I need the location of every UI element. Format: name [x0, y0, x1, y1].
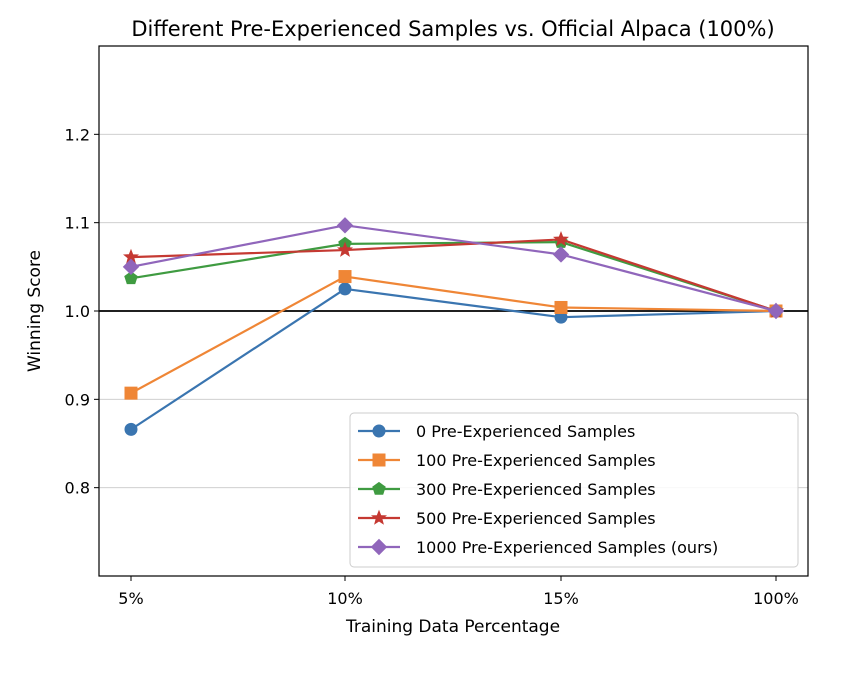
- series-group: [122, 217, 785, 436]
- series-0: [124, 282, 783, 436]
- legend-label: 300 Pre-Experienced Samples: [416, 480, 656, 499]
- square-marker: [554, 300, 568, 314]
- x-tick-label: 5%: [118, 589, 143, 608]
- star-marker: [337, 241, 353, 257]
- circle-marker: [124, 422, 138, 436]
- series-line: [130, 241, 777, 313]
- x-tick-label: 10%: [327, 589, 363, 608]
- y-tick-label: 0.8: [65, 479, 90, 498]
- circle-marker: [372, 424, 386, 438]
- legend-label: 500 Pre-Experienced Samples: [416, 509, 656, 528]
- legend-box: [349, 412, 799, 568]
- star-marker: [371, 509, 387, 525]
- legend-label: 0 Pre-Experienced Samples: [416, 422, 635, 441]
- y-tick-label: 1.2: [65, 125, 90, 144]
- series-line: [130, 275, 777, 395]
- pentagon-marker: [124, 271, 138, 285]
- legend-label: 1000 Pre-Experienced Samples (ours): [416, 538, 718, 557]
- y-tick-label: 1.0: [65, 302, 90, 321]
- diamond-marker: [370, 538, 388, 556]
- series-1: [124, 270, 783, 400]
- series-line: [130, 224, 777, 313]
- chart-title: Different Pre-Experienced Samples vs. Of…: [131, 17, 774, 41]
- diamond-marker: [122, 258, 140, 276]
- square-marker: [372, 453, 386, 467]
- diamond-marker: [336, 217, 354, 234]
- star-marker: [553, 231, 569, 247]
- y-axis-label: Winning Score: [25, 250, 45, 372]
- legend-label: 100 Pre-Experienced Samples: [416, 451, 656, 470]
- series-4: [122, 217, 785, 320]
- legend: 0 Pre-Experienced Samples 100 Pre-Experie…: [349, 412, 799, 568]
- square-marker: [338, 270, 352, 284]
- pentagon-marker: [372, 481, 386, 495]
- square-marker: [124, 386, 138, 400]
- series-line: [130, 238, 777, 313]
- x-tick-label: 100%: [753, 589, 799, 608]
- x-axis-label: Training Data Percentage: [345, 617, 560, 637]
- diamond-marker: [552, 246, 570, 263]
- y-tick-label: 1.1: [65, 214, 90, 233]
- series-line: [130, 287, 777, 431]
- axes-ticks: 0.8 0.9 1.0 1.1 1.2 5% 10% 15% 100%: [65, 125, 799, 608]
- diamond-marker: [767, 302, 785, 320]
- y-tick-label: 0.9: [65, 390, 90, 409]
- circle-marker: [338, 282, 352, 296]
- x-tick-label: 15%: [543, 589, 579, 608]
